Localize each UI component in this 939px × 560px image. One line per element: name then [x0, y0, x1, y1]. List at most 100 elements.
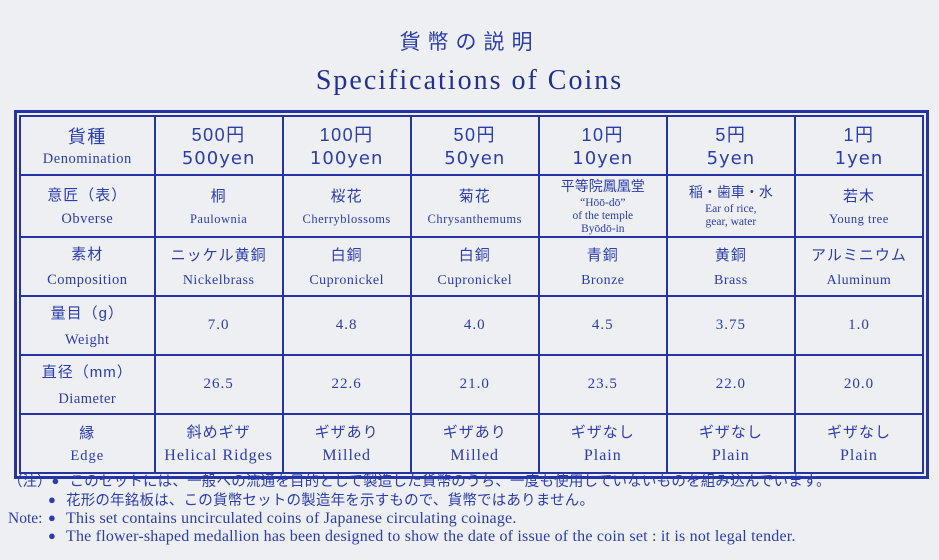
spec-cell: 4.5: [537, 294, 668, 356]
row-header-cell: 縁 Edge: [19, 412, 156, 474]
spec-cell: 500円 500yen: [153, 115, 284, 176]
spec-cell: 若木 Young tree: [793, 174, 925, 238]
spec-text-ja: ギザあり: [314, 423, 379, 441]
row-label-en: Denomination: [42, 151, 132, 168]
spec-text-en: 100yen: [309, 148, 384, 170]
spec-cell: 20.0: [793, 353, 925, 415]
spec-text-ja: ギザあり: [442, 423, 507, 441]
spec-row: 素材 Composition ニッケル黄銅 Nickelbrass 白銅 Cupronic…: [19, 235, 925, 297]
spec-text-en: Milled: [450, 446, 500, 464]
note-line: （注） ● このセットには、一般への流通を目的として製造した貨幣のうち、一度も使…: [8, 473, 932, 492]
spec-text-ja: 5円: [715, 125, 747, 146]
spec-cell: ギザなし Plain: [665, 412, 796, 474]
spec-text-ja: 100円: [319, 125, 374, 146]
spec-text-en: 5yen: [706, 148, 756, 170]
spec-text-ja: 1円: [843, 125, 875, 146]
spec-value: 22.0: [715, 375, 746, 392]
spec-text-ja: 白銅: [330, 246, 363, 264]
spec-text-en: 50yen: [444, 148, 506, 170]
spec-text-ja: 平等院鳳凰堂: [560, 178, 645, 194]
note-text: The flower-shaped medallion has been des…: [66, 527, 796, 545]
spec-cell: 黄銅 Brass: [665, 235, 796, 297]
spec-table: 貨種 Denomination 500円 500yen 100円 100yen 50円 50y…: [19, 115, 925, 474]
page-title-english: Specifications of Coins: [315, 65, 624, 96]
spec-value: 3.75: [715, 316, 746, 333]
spec-cell: 白銅 Cupronickel: [409, 235, 540, 297]
spec-text-en: Ear of rice, gear, water: [705, 203, 757, 229]
spec-text-ja: 桐: [210, 188, 227, 206]
spec-cell: 平等院鳳凰堂 “Hōō-dō” of the temple Byōdō-in: [537, 174, 668, 238]
spec-text-en: Cupronickel: [437, 272, 513, 288]
note-text: This set contains uncirculated coins of …: [66, 510, 517, 527]
spec-cell: 桜花 Cherryblossoms: [281, 174, 412, 238]
spec-cell: 26.5: [153, 353, 284, 415]
spec-text-en: Nickelbrass: [182, 272, 255, 288]
spec-cell: 4.0: [409, 294, 540, 356]
spec-text-en: 500yen: [181, 148, 256, 170]
spec-text-ja: 10円: [581, 125, 625, 146]
spec-row: 貨種 Denomination 500円 500yen 100円 100yen 50円 50y…: [19, 115, 925, 176]
spec-value: 7.0: [207, 316, 230, 333]
page-title-japanese: 貨幣の説明: [399, 31, 540, 54]
row-header-cell: 素材 Composition: [19, 235, 156, 297]
spec-text-ja: 50円: [453, 125, 496, 146]
bullet-icon: ●: [48, 527, 56, 543]
spec-cell: 1円 1yen: [793, 115, 925, 176]
spec-cell: 斜めギザ Helical Ridges: [153, 412, 284, 474]
spec-cell: 白銅 Cupronickel: [281, 235, 412, 297]
row-label-ja: 縁: [79, 424, 96, 442]
spec-value: 26.5: [203, 375, 234, 392]
spec-text-ja: 500円: [191, 125, 246, 146]
spec-text-en: Plain: [583, 446, 622, 464]
note-text: 花形の年銘板は、この貨幣セットの製造年を示すもので、貨幣ではありません。: [66, 492, 595, 509]
spec-cell: 1.0: [793, 294, 925, 356]
spec-cell: 4.8: [281, 294, 412, 356]
bullet-icon: ●: [48, 510, 56, 525]
row-header-cell: 意匠（表） Obverse: [19, 174, 156, 238]
spec-value: 4.5: [591, 316, 614, 333]
spec-cell: 3.75: [665, 294, 796, 356]
spec-text-ja: ギザなし: [698, 423, 763, 441]
spec-cell: 100円 100yen: [281, 115, 412, 176]
note-line: ● 花形の年銘板は、この貨幣セットの製造年を示すもので、貨幣ではありません。: [8, 492, 932, 511]
spec-text-en: Helical Ridges: [164, 446, 273, 464]
note-line: ● The flower-shaped medallion has been d…: [8, 528, 932, 546]
spec-text-en: 1yen: [834, 148, 884, 170]
spec-text-ja: ニッケル黄銅: [170, 246, 267, 264]
spec-text-ja: 若木: [842, 188, 875, 206]
spec-cell: アルミニウム Aluminum: [793, 235, 925, 297]
spec-cell: 10円 10yen: [537, 115, 668, 176]
spec-cell: 21.0: [409, 353, 540, 415]
row-label-en: Diameter: [58, 390, 117, 407]
spec-value: 4.0: [463, 316, 486, 333]
spec-text-ja: 青銅: [586, 246, 619, 264]
note-label-ja: （注）: [8, 474, 52, 490]
spec-row: 量目（g） Weight 7.0 4.8 4.0 4.5 3.75 1.0: [19, 294, 925, 356]
spec-text-ja: 斜めギザ: [186, 423, 251, 441]
row-label-ja: 意匠（表）: [47, 186, 128, 204]
note-text: このセットには、一般への流通を目的として製造した貨幣のうち、一度も使用していない…: [69, 474, 831, 490]
spec-cell: ギザあり Milled: [409, 412, 540, 474]
spec-text-ja: ギザなし: [570, 423, 635, 441]
spec-cell: 22.6: [281, 353, 412, 415]
spec-cell: 5円 5yen: [665, 115, 796, 176]
spec-text-ja: 稲・歯車・水: [688, 184, 773, 201]
spec-value: 23.5: [587, 375, 618, 392]
spec-cell: 50円 50yen: [409, 115, 540, 176]
spec-text-en: Chrysanthemums: [427, 212, 522, 227]
spec-value: 22.6: [331, 375, 362, 392]
spec-value: 1.0: [848, 316, 870, 333]
spec-cell: 菊花 Chrysanthemums: [409, 174, 540, 238]
row-header-cell: 直径（mm） Diameter: [19, 353, 156, 415]
row-label-en: Obverse: [61, 210, 114, 227]
row-label-ja: 素材: [71, 246, 104, 264]
spec-cell: 23.5: [537, 353, 668, 415]
spec-text-en: Cupronickel: [309, 272, 385, 288]
bullet-icon: ●: [51, 473, 60, 488]
note-line: Note: ● This set contains uncirculated c…: [8, 510, 932, 528]
spec-text-en: Plain: [840, 446, 878, 464]
spec-row: 直径（mm） Diameter 26.5 22.6 21.0 23.5 22.0 20.0: [19, 353, 925, 415]
spec-value: 4.8: [335, 316, 358, 333]
row-header-cell: 量目（g） Weight: [19, 294, 156, 356]
